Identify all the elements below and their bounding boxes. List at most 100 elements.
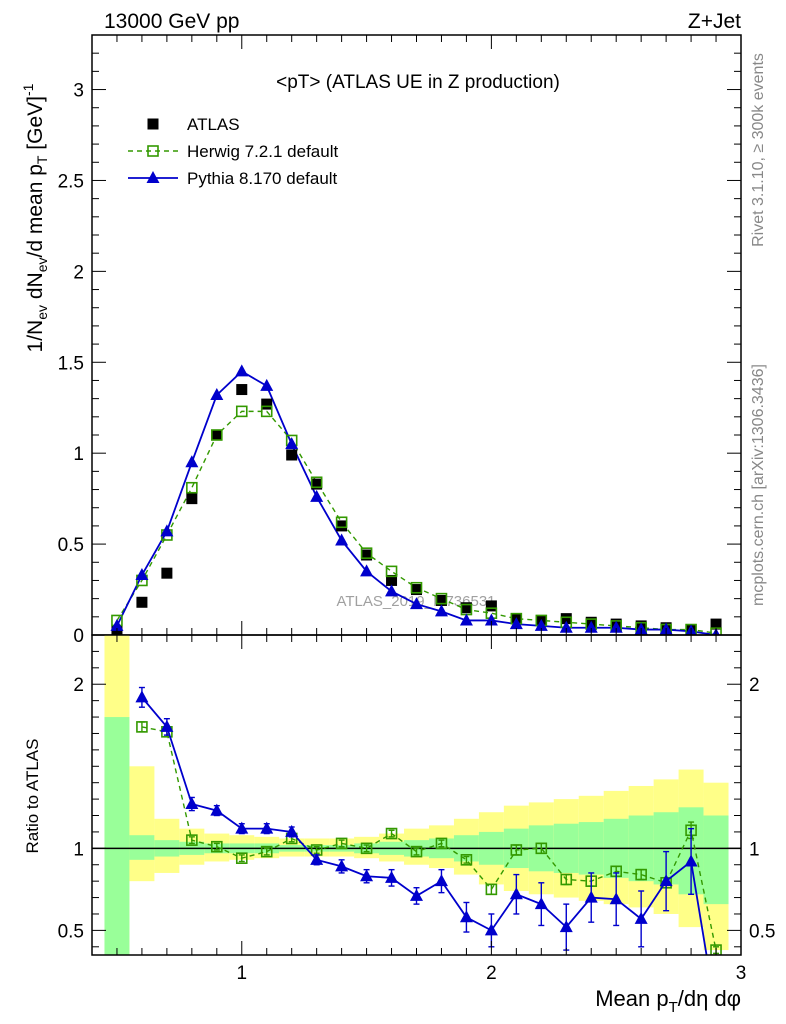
legend-marker-2 xyxy=(146,171,160,183)
point-s2-1 xyxy=(135,568,149,580)
ratio-point-s1-22 xyxy=(684,854,698,867)
ratio-point-s1-4 xyxy=(235,821,249,834)
point-s0-15 xyxy=(485,600,497,612)
ratio-point-s0-23 xyxy=(710,944,722,955)
point-s2-13 xyxy=(434,604,448,617)
legend-marker-0 xyxy=(147,118,159,130)
bot-ytick-label-l-1: 1 xyxy=(73,839,84,860)
legend-label-0: ATLAS xyxy=(187,115,240,134)
point-s2-9 xyxy=(335,533,349,546)
y-axis-label-bottom: Ratio to ATLAS xyxy=(23,739,42,854)
ratio-point-s0-5 xyxy=(260,845,273,858)
bot-xtick-label-2: 3 xyxy=(736,963,747,984)
point-s0-24 xyxy=(710,618,722,630)
bot-xtick-label-0: 1 xyxy=(236,963,247,984)
bot-ytick-label-r-2: 2 xyxy=(749,675,760,696)
point-s2-17 xyxy=(534,618,548,631)
top-ytick-label-4: 2 xyxy=(73,262,84,283)
point-s1-10 xyxy=(360,547,373,559)
point-s2-2 xyxy=(160,524,174,537)
ratio-point-s0-20 xyxy=(635,868,647,881)
point-s2-19 xyxy=(584,620,598,633)
point-s0-13 xyxy=(435,594,447,606)
ratio-point-s0-2 xyxy=(186,834,198,846)
point-s0-1 xyxy=(136,596,148,608)
ratio-point-s1-15 xyxy=(509,887,523,900)
ratio-point-s0-13 xyxy=(460,854,473,866)
point-s2-18 xyxy=(559,620,573,633)
ratio-point-s0-9 xyxy=(360,842,373,855)
top-ytick-label-3: 1.5 xyxy=(58,353,84,374)
point-s2-0 xyxy=(110,618,124,631)
ratio-point-s1-11 xyxy=(410,888,423,901)
legend-label-2: Pythia 8.170 default xyxy=(187,169,338,188)
bottom-panel: 0.5 0.5 1 1 2 2 1 2 3 Ratio to ATLAS Mean pT/dη … xyxy=(23,634,775,1016)
ratio-point-s0-10 xyxy=(385,827,398,840)
point-s0-14 xyxy=(460,602,472,614)
x-axis-label: Mean pT/dη dφ xyxy=(595,986,741,1016)
point-s1-5 xyxy=(235,405,248,418)
point-s1-4 xyxy=(211,429,223,441)
point-s0-3 xyxy=(186,493,198,505)
point-s0-4 xyxy=(211,429,223,441)
ratio-point-s1-13 xyxy=(459,910,473,923)
ratio-point-s0-16 xyxy=(535,842,548,855)
bot-ytick-label-l-2: 2 xyxy=(73,675,84,696)
bot-xtick-label-1: 2 xyxy=(486,963,497,984)
point-s2-14 xyxy=(459,613,473,626)
point-s1-13 xyxy=(435,592,448,605)
y-axis-label-top: 1/Nev dNev/d mean pT [GeV]-1 xyxy=(20,83,50,352)
ratio-point-s1-9 xyxy=(360,869,374,882)
point-s2-20 xyxy=(609,620,623,633)
ratio-point-s1-17 xyxy=(559,920,573,933)
top-ytick-label-2: 1 xyxy=(73,444,84,465)
ratio-point-s0-8 xyxy=(335,837,348,850)
side-text-mcplots: mcplots.cern.ch [arXiv:1306.3436] xyxy=(750,364,767,606)
top-ytick-label-5: 2.5 xyxy=(58,171,84,192)
point-s0-11 xyxy=(386,574,398,586)
point-s2-12 xyxy=(410,597,423,610)
ratio-point-s1-18 xyxy=(584,890,598,903)
point-s2-7 xyxy=(285,437,299,450)
point-s0-5 xyxy=(236,384,248,396)
point-s2-11 xyxy=(385,584,399,597)
ratio-point-s1-20 xyxy=(634,911,648,924)
ratio-point-s0-17 xyxy=(560,873,573,886)
point-s0-6 xyxy=(261,398,273,410)
ratio-point-s0-4 xyxy=(235,852,248,864)
ratio-point-s1-3 xyxy=(210,803,224,816)
ratio-point-s1-0 xyxy=(135,690,149,703)
bot-ytick-label-r-1: 1 xyxy=(749,839,760,860)
header-right: Z+Jet xyxy=(688,10,741,33)
point-s2-16 xyxy=(509,617,523,630)
ratio-point-s1-8 xyxy=(335,859,349,872)
band-inner-0 xyxy=(104,717,130,955)
point-s2-8 xyxy=(310,489,324,502)
point-s0-7 xyxy=(286,449,298,461)
point-s0-8 xyxy=(311,478,323,490)
point-s1-3 xyxy=(186,481,198,494)
top-ytick-label-6: 3 xyxy=(73,81,84,102)
ratio-point-s0-15 xyxy=(510,844,523,856)
side-text-rivet: Rivet 3.1.10, ≥ 300k events xyxy=(750,53,767,247)
ratio-point-s1-16 xyxy=(534,897,548,910)
band-inner-24 xyxy=(703,815,729,905)
ratio-point-s1-14 xyxy=(484,923,498,936)
ratio-point-s1-19 xyxy=(609,892,623,905)
legend-label-1: Herwig 7.2.1 default xyxy=(187,142,338,161)
ratio-point-s1-1 xyxy=(160,719,174,732)
legend: ATLAS Herwig 7.2.1 default Pythia 8.170 de… xyxy=(128,115,338,188)
ratio-point-s0-12 xyxy=(435,837,448,850)
ratio-point-s0-14 xyxy=(485,883,498,896)
ratio-point-s1-21 xyxy=(659,874,673,887)
legend-marker-1 xyxy=(147,145,159,157)
top-panel: <pT> (ATLAS UE in Z production) 1/Nev dN… xyxy=(20,34,742,647)
point-s0-12 xyxy=(411,584,422,596)
point-s2-10 xyxy=(360,564,374,577)
point-s0-2 xyxy=(161,567,173,579)
band-outer-1 xyxy=(129,766,155,882)
header-left: 13000 GeV pp xyxy=(104,10,239,33)
ratio-point-s0-11 xyxy=(410,845,423,858)
ratio-point-s1-5 xyxy=(260,821,274,834)
